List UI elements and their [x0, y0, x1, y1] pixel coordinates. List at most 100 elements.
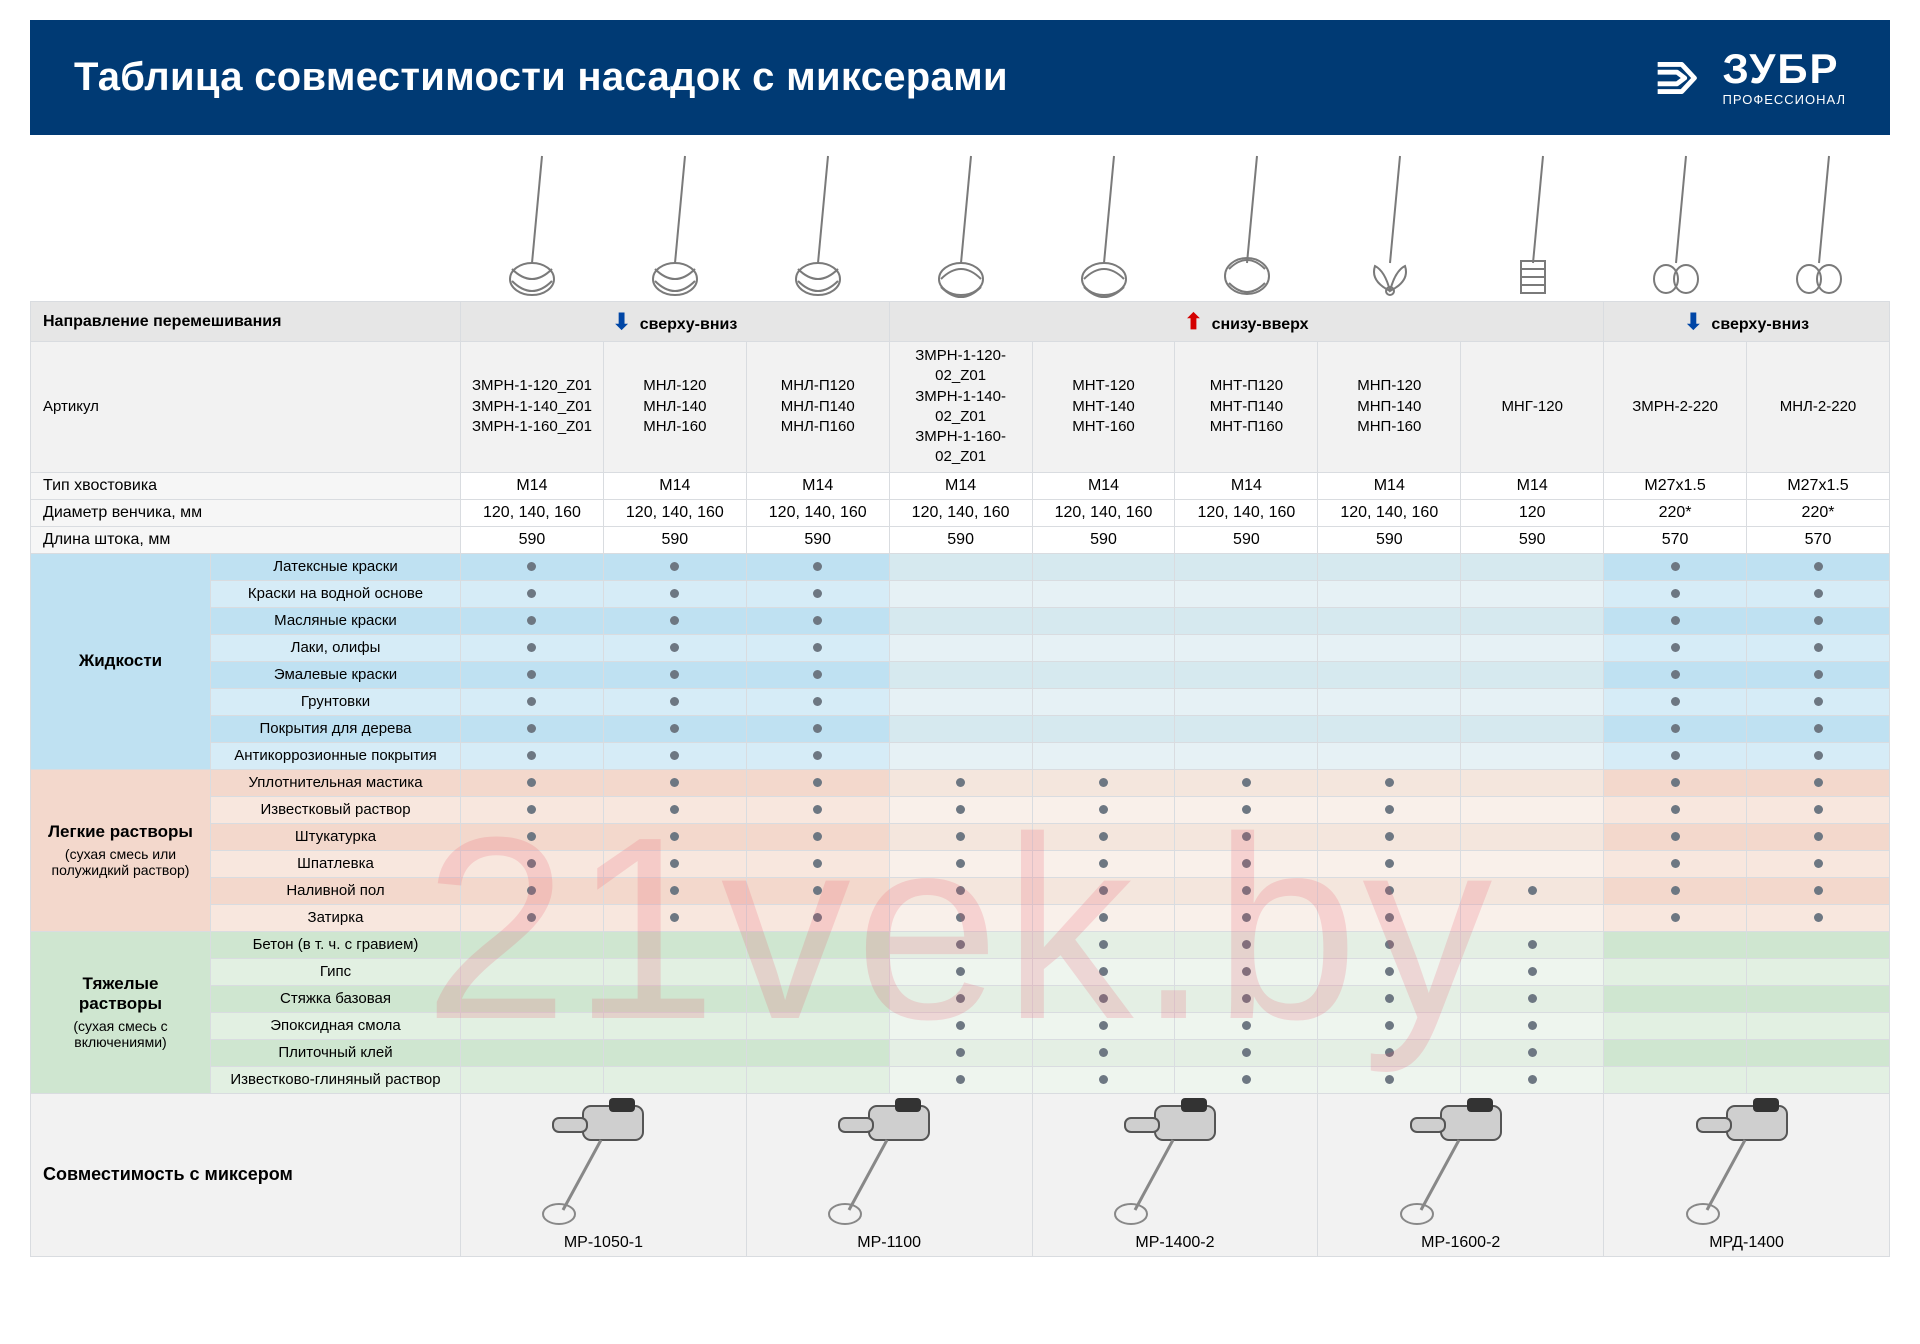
compat-row: Наливной пол [31, 877, 1890, 904]
compat-cell [746, 958, 889, 985]
mixer-row: Совместимость с миксером МР-1050-1 МР-11… [31, 1093, 1890, 1256]
compat-row: Краски на водной основе [31, 580, 1890, 607]
paddle-image [1461, 141, 1604, 301]
compat-row: Покрытия для дерева [31, 715, 1890, 742]
material-label: Штукатурка [211, 823, 461, 850]
compat-cell [1175, 661, 1318, 688]
compat-cell [889, 715, 1032, 742]
spec-value: 120, 140, 160 [746, 499, 889, 526]
compat-cell [1175, 985, 1318, 1012]
compat-cell [461, 553, 604, 580]
compat-cell [603, 1039, 746, 1066]
compat-cell [1747, 742, 1890, 769]
spec-row: Тип хвостовикаМ14М14М14М14М14М14М14М14М2… [31, 472, 1890, 499]
compat-cell [603, 742, 746, 769]
compat-cell [889, 1012, 1032, 1039]
brand-subtitle: ПРОФЕССИОНАЛ [1722, 92, 1846, 107]
compat-cell [1461, 985, 1604, 1012]
compat-cell [746, 742, 889, 769]
paddle-image [746, 141, 889, 301]
compat-cell [746, 850, 889, 877]
compat-cell [1175, 769, 1318, 796]
compat-row: Шпатлевка [31, 850, 1890, 877]
sku-cell: МНТ-П120МНТ-П140МНТ-П160 [1175, 342, 1318, 473]
compat-cell [1604, 688, 1747, 715]
compat-cell [1604, 904, 1747, 931]
compat-cell [1032, 796, 1175, 823]
compat-cell [603, 931, 746, 958]
compat-cell [1604, 1066, 1747, 1093]
spec-value: М14 [1461, 472, 1604, 499]
compat-cell [1747, 985, 1890, 1012]
sku-cell: МНП-120МНП-140МНП-160 [1318, 342, 1461, 473]
compat-cell [1461, 796, 1604, 823]
compat-cell [746, 769, 889, 796]
compat-cell [461, 904, 604, 931]
material-label: Известковый раствор [211, 796, 461, 823]
paddle-image [1318, 141, 1461, 301]
compat-row: Легкие растворы(сухая смесь или полужидк… [31, 769, 1890, 796]
compat-cell [1032, 715, 1175, 742]
compat-cell [1747, 796, 1890, 823]
compat-cell [746, 1066, 889, 1093]
compat-cell [889, 931, 1032, 958]
spec-value: 220* [1604, 499, 1747, 526]
compat-cell [1032, 1039, 1175, 1066]
compat-cell [1318, 1012, 1461, 1039]
spec-value: 120 [1461, 499, 1604, 526]
compat-cell [1604, 715, 1747, 742]
compat-row: Грунтовки [31, 688, 1890, 715]
material-label: Стяжка базовая [211, 985, 461, 1012]
compat-cell [746, 580, 889, 607]
compat-cell [603, 796, 746, 823]
compat-cell [461, 985, 604, 1012]
paddle-image [1032, 141, 1175, 301]
material-label: Гипс [211, 958, 461, 985]
material-label: Эмалевые краски [211, 661, 461, 688]
compat-cell [746, 796, 889, 823]
material-label: Грунтовки [211, 688, 461, 715]
material-label: Краски на водной основе [211, 580, 461, 607]
compat-cell [889, 823, 1032, 850]
compat-cell [1747, 688, 1890, 715]
spec-row: Диаметр венчика, мм120, 140, 160120, 140… [31, 499, 1890, 526]
compat-cell [889, 742, 1032, 769]
compat-cell [1032, 553, 1175, 580]
material-label: Бетон (в т. ч. с гравием) [211, 931, 461, 958]
compat-cell [603, 715, 746, 742]
compat-cell [1032, 634, 1175, 661]
brand-logo-icon [1648, 49, 1706, 107]
compat-cell [746, 1039, 889, 1066]
compat-cell [1032, 607, 1175, 634]
compat-cell [1175, 553, 1318, 580]
spec-value: 590 [746, 526, 889, 553]
compat-cell [889, 1039, 1032, 1066]
compat-row: Известково-глиняный раствор [31, 1066, 1890, 1093]
spec-value: 120, 140, 160 [1175, 499, 1318, 526]
compat-cell [1175, 580, 1318, 607]
compat-cell [1461, 1012, 1604, 1039]
compat-cell [1032, 958, 1175, 985]
compat-cell [1032, 877, 1175, 904]
compat-cell [1032, 580, 1175, 607]
compat-cell [1318, 688, 1461, 715]
compat-cell [1604, 931, 1747, 958]
spec-value: 590 [461, 526, 604, 553]
compat-row: Известковый раствор [31, 796, 1890, 823]
compat-row: Тяжелые растворы(сухая смесь с включения… [31, 931, 1890, 958]
compat-cell [1747, 904, 1890, 931]
material-label: Масляные краски [211, 607, 461, 634]
compat-cell [746, 607, 889, 634]
compat-cell [461, 850, 604, 877]
compat-cell [1747, 715, 1890, 742]
compat-cell [461, 742, 604, 769]
compat-cell [1032, 769, 1175, 796]
compat-cell [1175, 715, 1318, 742]
compat-cell [461, 958, 604, 985]
compat-cell [461, 1012, 604, 1039]
direction-row: Направление перемешивания⬇ сверху-вниз⬆ … [31, 302, 1890, 342]
material-label: Покрытия для дерева [211, 715, 461, 742]
material-label: Наливной пол [211, 877, 461, 904]
paddle-image [1175, 141, 1318, 301]
page-title: Таблица совместимости насадок с миксерам… [74, 55, 1008, 100]
